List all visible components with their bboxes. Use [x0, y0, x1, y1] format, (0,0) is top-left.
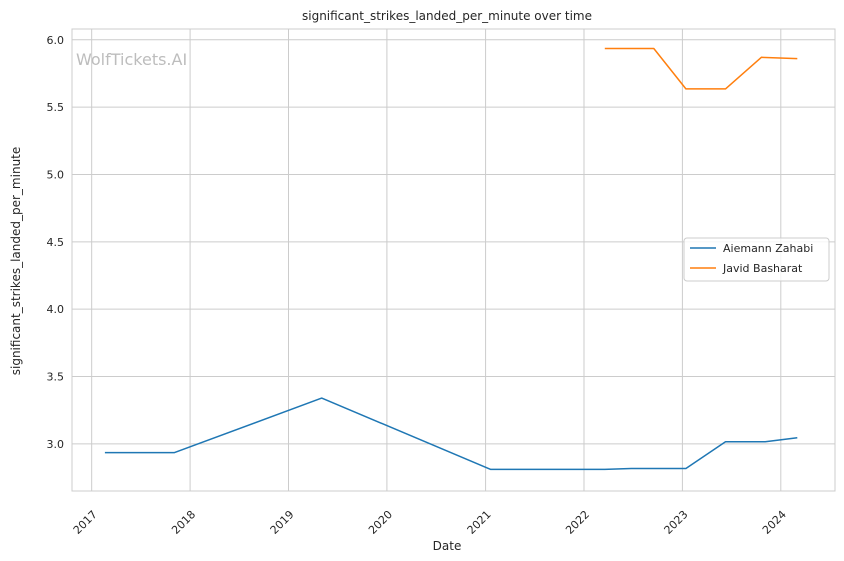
series-layer — [104, 47, 798, 471]
x-axis-label: Date — [433, 539, 462, 553]
y-tick-label: 3.0 — [47, 438, 65, 451]
watermark: WolfTickets.AI — [76, 50, 187, 69]
legend-box — [683, 237, 830, 282]
y-tick-label: 4.5 — [47, 236, 65, 249]
y-axis-ticks: 3.0 3.5 4.0 4.5 5.0 5.5 6.0 — [47, 34, 65, 451]
y-tick-label: 3.5 — [47, 371, 65, 384]
plot-frame — [71, 28, 836, 492]
y-tick-label: 6.0 — [47, 34, 65, 47]
y-tick-label: 4.0 — [47, 303, 65, 316]
legend-items: Aiemann Zahabi Javid Basharat — [690, 242, 813, 275]
y-tick-label: 5.0 — [47, 168, 65, 181]
y-axis-label: significant_strikes_landed_per_minute — [9, 147, 23, 376]
legend-label: Aiemann Zahabi — [723, 242, 813, 255]
legend: Aiemann Zahabi Javid Basharat — [683, 237, 830, 282]
y-tick-label: 5.5 — [47, 101, 65, 114]
series-line-1 — [604, 47, 798, 90]
series-line-0 — [104, 397, 798, 471]
legend-label: Javid Basharat — [722, 262, 803, 275]
chart-title: significant_strikes_landed_per_minute ov… — [302, 9, 592, 23]
